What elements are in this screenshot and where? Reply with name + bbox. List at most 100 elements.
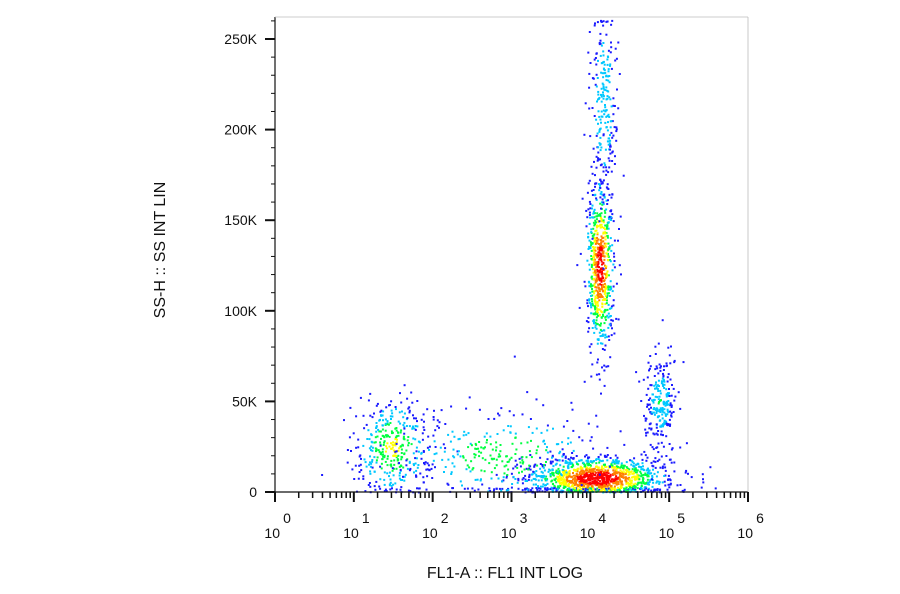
event-dot [558,459,561,462]
event-dot [592,290,595,293]
event-dot [585,468,588,471]
event-dot [544,475,547,478]
event-dot [415,469,418,472]
event-dot [602,87,605,89]
event-dot [366,438,369,440]
event-dot [615,128,618,131]
event-dot [595,480,598,483]
event-dot [583,476,586,479]
event-dot [596,77,599,79]
event-dot [605,115,608,118]
event-dot [592,227,595,230]
event-dot [590,231,593,234]
event-dot [369,485,372,488]
event-dot [589,475,592,478]
event-dot [633,484,636,487]
event-dot [392,483,395,486]
event-dot [655,481,658,484]
event-dot [658,363,661,366]
event-dot [611,290,614,293]
event-dot [433,409,435,412]
event-dot [549,450,552,453]
event-dot [378,430,381,433]
event-dot [595,166,598,169]
event-dot [537,485,539,488]
event-dot [357,446,360,449]
event-dot [644,454,647,457]
event-dot [702,481,705,484]
event-dot [615,139,618,142]
event-dot [403,453,406,456]
event-dot [468,396,471,399]
event-dot [506,474,509,476]
event-dot [595,254,598,257]
event-dot [601,251,604,254]
event-dot [385,490,388,493]
event-dot [646,431,649,434]
event-dot [451,430,454,433]
event-dot [599,226,602,229]
event-dot [609,64,611,67]
event-dot [443,471,445,473]
event-dot [607,242,610,245]
event-dot [609,465,611,468]
event-dot [607,335,610,338]
event-dot [603,246,606,249]
event-dot [545,479,548,482]
event-dot [618,228,620,230]
event-dot [600,271,603,274]
event-dot [605,126,608,129]
event-dot [584,285,587,288]
event-dot [682,490,685,492]
event-dot [602,261,605,264]
event-dot [569,462,572,465]
event-dot [590,436,593,439]
event-dot [622,466,625,469]
event-dot [400,401,403,404]
event-dot [544,477,547,480]
event-dot [540,470,543,473]
event-dot [664,484,667,487]
event-dot [605,275,608,278]
event-dot [616,477,619,480]
event-dot [495,458,498,461]
event-dot [605,365,608,368]
event-dot [557,472,560,475]
event-dot [652,398,655,401]
event-dot [368,482,371,484]
event-dot [598,258,601,261]
event-dot [426,475,429,478]
event-dot [585,473,588,476]
event-dot [599,249,602,252]
event-dot [496,433,499,435]
event-dot [441,458,444,461]
event-dot [609,210,612,213]
event-dot [399,478,402,481]
event-dot [655,412,658,414]
event-dot [568,461,571,464]
event-dot [412,437,415,440]
event-dot [486,439,488,441]
event-dot [524,478,527,481]
event-dot [621,476,623,478]
event-dot [589,135,592,138]
event-dot [603,282,606,285]
event-dot [668,354,671,357]
event-dot [601,488,604,491]
event-dot [655,432,658,435]
event-dot [555,481,558,484]
event-dot [566,465,569,468]
event-dot [577,488,579,491]
event-dot [584,474,587,477]
event-dot [603,88,606,91]
event-dot [343,419,345,422]
event-dot [605,166,608,169]
event-dot [600,115,603,118]
event-dot [599,196,602,199]
event-dot [606,234,609,237]
event-dot [592,77,595,80]
event-dot [597,220,600,223]
event-dot [587,321,590,324]
event-dot [552,474,555,477]
event-dot [417,464,420,466]
